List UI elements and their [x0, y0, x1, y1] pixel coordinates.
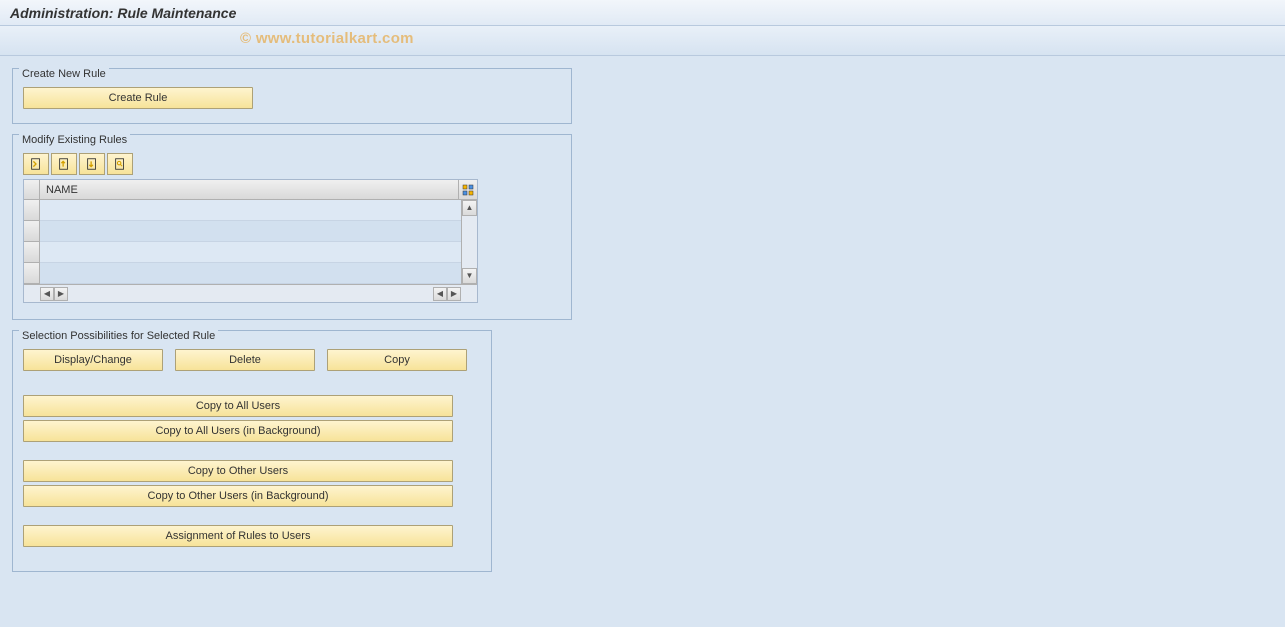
button-stack-copy-all: Copy to All Users Copy to All Users (in … — [23, 395, 481, 442]
table-row[interactable] — [40, 221, 461, 242]
group-title-modify: Modify Existing Rules — [19, 134, 130, 146]
application-toolbar: © www.tutorialkart.com — [0, 26, 1285, 56]
scroll-left-button[interactable]: ◀ — [40, 287, 54, 301]
document-find-icon — [113, 157, 127, 171]
assignment-rules-users-button[interactable]: Assignment of Rules to Users — [23, 525, 453, 547]
content-area: Create New Rule Create Rule Modify Exist… — [0, 56, 1285, 594]
copy-to-all-users-button[interactable]: Copy to All Users — [23, 395, 453, 417]
row-selector[interactable] — [24, 263, 39, 284]
group-create-new-rule: Create New Rule Create Rule — [12, 68, 572, 124]
copy-to-other-users-button[interactable]: Copy to Other Users — [23, 460, 453, 482]
button-stack-assignment: Assignment of Rules to Users — [23, 525, 481, 547]
button-row-primary: Display/Change Delete Copy — [23, 349, 481, 371]
chevron-right-icon: ▶ — [451, 290, 457, 298]
details-icon-button[interactable] — [23, 153, 49, 175]
create-rule-button[interactable]: Create Rule — [23, 87, 253, 109]
scroll-right-button[interactable]: ▶ — [54, 287, 68, 301]
scroll-down-button[interactable]: ▼ — [462, 268, 477, 284]
button-stack-copy-other: Copy to Other Users Copy to Other Users … — [23, 460, 481, 507]
rules-table: NAME — [23, 179, 478, 303]
copy-to-other-users-bg-button[interactable]: Copy to Other Users (in Background) — [23, 485, 453, 507]
chevron-left-icon: ◀ — [44, 290, 50, 298]
copy-to-all-users-bg-button[interactable]: Copy to All Users (in Background) — [23, 420, 453, 442]
select-all-corner[interactable] — [24, 180, 40, 199]
chevron-up-icon: ▲ — [466, 204, 474, 212]
watermark-text: © www.tutorialkart.com — [240, 30, 414, 47]
row-headers — [24, 200, 40, 284]
scroll-left-end-button[interactable]: ◀ — [433, 287, 447, 301]
table-header: NAME — [24, 180, 477, 200]
display-change-button[interactable]: Display/Change — [23, 349, 163, 371]
document-arrow-icon — [29, 157, 43, 171]
group-selection-possibilities: Selection Possibilities for Selected Rul… — [12, 330, 492, 572]
copy-button[interactable]: Copy — [327, 349, 467, 371]
chevron-down-icon: ▼ — [466, 272, 474, 280]
vertical-scrollbar[interactable]: ▲ ▼ — [461, 200, 477, 284]
chevron-left-icon: ◀ — [437, 290, 443, 298]
row-selector[interactable] — [24, 200, 39, 221]
title-bar: Administration: Rule Maintenance — [0, 0, 1285, 26]
group-title-create: Create New Rule — [19, 68, 109, 80]
table-cells — [40, 200, 461, 284]
delete-button[interactable]: Delete — [175, 349, 315, 371]
grid-config-icon — [462, 184, 474, 196]
group-title-selection: Selection Possibilities for Selected Rul… — [19, 330, 218, 342]
table-row[interactable] — [40, 263, 461, 284]
row-selector[interactable] — [24, 242, 39, 263]
row-selector[interactable] — [24, 221, 39, 242]
page-title: Administration: Rule Maintenance — [10, 5, 236, 21]
find-icon-button[interactable] — [107, 153, 133, 175]
document-sort-asc-icon — [57, 157, 71, 171]
alv-toolbar — [23, 153, 561, 175]
table-body: ▲ ▼ — [24, 200, 477, 284]
column-header-name[interactable]: NAME — [40, 180, 459, 199]
sort-ascending-icon-button[interactable] — [51, 153, 77, 175]
scroll-right-end-button[interactable]: ▶ — [447, 287, 461, 301]
chevron-right-icon: ▶ — [58, 290, 64, 298]
sort-descending-icon-button[interactable] — [79, 153, 105, 175]
scroll-up-button[interactable]: ▲ — [462, 200, 477, 216]
table-row[interactable] — [40, 242, 461, 263]
horizontal-scrollbar[interactable]: ◀ ▶ ◀ ▶ — [24, 284, 477, 302]
table-layout-config-button[interactable] — [459, 180, 477, 199]
table-row[interactable] — [40, 200, 461, 221]
document-sort-desc-icon — [85, 157, 99, 171]
group-modify-existing-rules: Modify Existing Rules NAME — [12, 134, 572, 320]
